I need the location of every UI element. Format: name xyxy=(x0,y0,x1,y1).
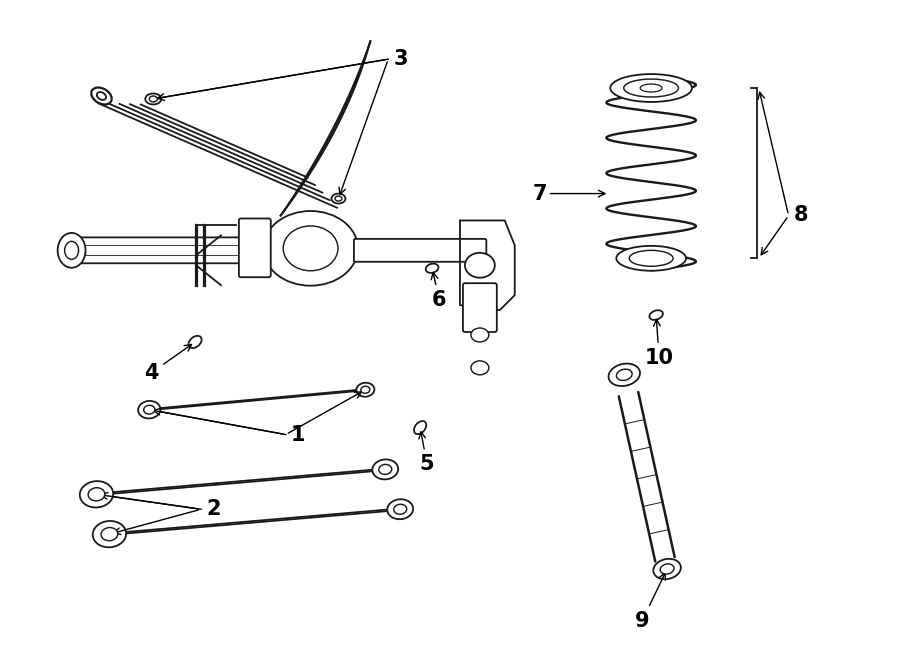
FancyBboxPatch shape xyxy=(354,239,486,262)
Ellipse shape xyxy=(264,211,358,286)
Ellipse shape xyxy=(616,369,632,381)
Ellipse shape xyxy=(624,79,679,97)
Ellipse shape xyxy=(144,405,155,414)
Ellipse shape xyxy=(145,93,161,104)
Ellipse shape xyxy=(653,559,681,579)
Ellipse shape xyxy=(88,488,104,501)
Ellipse shape xyxy=(149,96,158,102)
Ellipse shape xyxy=(65,241,78,259)
Ellipse shape xyxy=(640,84,662,92)
Ellipse shape xyxy=(379,465,392,475)
Text: 3: 3 xyxy=(393,49,408,69)
Ellipse shape xyxy=(138,401,160,418)
Text: 8: 8 xyxy=(794,206,808,225)
FancyBboxPatch shape xyxy=(238,219,271,277)
Ellipse shape xyxy=(661,564,674,574)
Ellipse shape xyxy=(97,92,106,100)
Ellipse shape xyxy=(610,74,692,102)
Ellipse shape xyxy=(471,328,489,342)
Ellipse shape xyxy=(393,504,407,514)
Ellipse shape xyxy=(650,310,663,320)
Ellipse shape xyxy=(101,527,118,541)
Text: 10: 10 xyxy=(644,319,673,368)
Ellipse shape xyxy=(616,246,686,271)
Ellipse shape xyxy=(426,264,438,273)
Ellipse shape xyxy=(80,481,113,508)
FancyBboxPatch shape xyxy=(69,237,253,263)
Ellipse shape xyxy=(629,251,673,266)
Ellipse shape xyxy=(356,383,374,397)
Ellipse shape xyxy=(58,233,86,268)
Ellipse shape xyxy=(387,499,413,520)
Ellipse shape xyxy=(608,364,640,386)
Ellipse shape xyxy=(188,336,202,348)
Text: 4: 4 xyxy=(144,344,192,383)
Ellipse shape xyxy=(471,361,489,375)
Ellipse shape xyxy=(93,521,126,547)
Text: 5: 5 xyxy=(418,432,435,475)
Ellipse shape xyxy=(373,459,398,479)
Ellipse shape xyxy=(361,386,370,393)
Text: 6: 6 xyxy=(431,272,446,310)
Text: 9: 9 xyxy=(634,573,665,631)
Text: 1: 1 xyxy=(291,424,305,445)
Ellipse shape xyxy=(414,421,427,434)
Text: 2: 2 xyxy=(206,499,220,520)
FancyBboxPatch shape xyxy=(463,283,497,332)
Text: 7: 7 xyxy=(533,184,547,204)
Ellipse shape xyxy=(284,226,338,271)
Ellipse shape xyxy=(335,196,342,201)
Ellipse shape xyxy=(91,87,112,104)
Ellipse shape xyxy=(331,194,346,204)
Ellipse shape xyxy=(465,253,495,278)
